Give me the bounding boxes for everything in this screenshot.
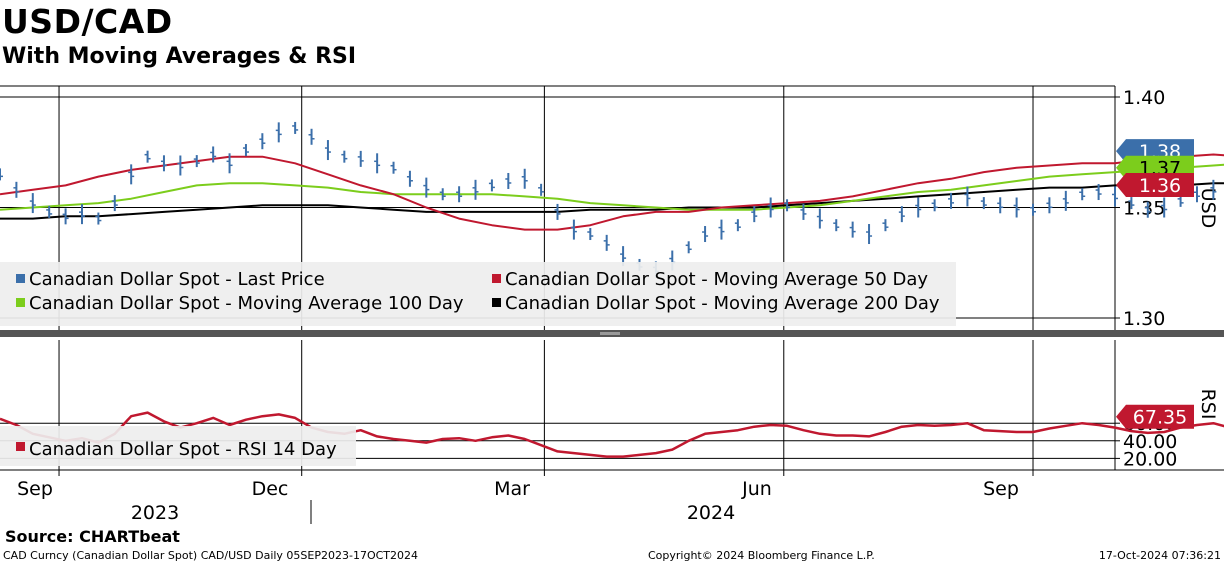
security-description: CAD Curncy (Canadian Dollar Spot) CAD/US… [3,549,419,562]
copyright-text: Copyright© 2024 Bloomberg Finance L.P. [648,549,875,562]
price-tick-label: 1.30 [1123,308,1165,330]
rsi-legend-label: Canadian Dollar Spot - RSI 14 Day [29,439,337,460]
price-legend-swatch [16,298,25,307]
ma200-line [0,182,1224,220]
rsi-value-badge-label: 67.35 [1133,407,1187,429]
x-tick-label: Sep [17,478,53,500]
panel-divider-grip [600,332,620,335]
x-year-label: 2024 [687,502,735,524]
price-legend-swatch [492,298,501,307]
price-value-badge [1116,172,1194,197]
price-bars-group [0,121,1217,278]
ma50-line [0,153,1224,231]
x-tick-label: Dec [252,478,289,500]
rsi-tick-label: 20.00 [1123,448,1177,470]
rsi-legend-swatch [16,442,25,451]
rsi-tick-label: 40.00 [1123,431,1177,453]
rsi-value-badge [1116,404,1194,429]
source-label: Source: CHARTbeat [5,527,180,546]
rsi-axis-title: RSI [1197,389,1219,420]
x-tick-label: Mar [494,478,530,500]
x-tick-label: Jun [741,478,772,500]
ma100-line [0,163,1224,211]
chart-title: USD/CAD [2,2,173,41]
price-legend-label: Canadian Dollar Spot - Moving Average 10… [29,293,464,314]
price-legend-swatch [492,274,501,283]
price-legend-label: Canadian Dollar Spot - Last Price [29,269,325,290]
price-tick-label: 1.40 [1123,87,1165,109]
price-tick-label: 1.35 [1123,198,1165,220]
price-value-badge-label: 1.36 [1139,175,1181,197]
price-axis-title: USD [1197,188,1219,229]
price-legend-label: Canadian Dollar Spot - Moving Average 50… [505,269,928,290]
timestamp: 17-Oct-2024 07:36:21 [1098,549,1221,562]
price-legend-label: Canadian Dollar Spot - Moving Average 20… [505,293,940,314]
x-year-label: 2023 [131,502,179,524]
price-legend-box [0,262,956,326]
price-legend-swatch [16,274,25,283]
rsi-line [0,411,1224,458]
x-tick-label: Sep [983,478,1019,500]
chart-subtitle: With Moving Averages & RSI [2,44,357,69]
rsi-legend-box [0,426,356,466]
